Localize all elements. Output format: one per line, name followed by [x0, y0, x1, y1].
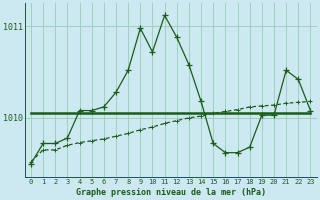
- X-axis label: Graphe pression niveau de la mer (hPa): Graphe pression niveau de la mer (hPa): [76, 188, 266, 197]
